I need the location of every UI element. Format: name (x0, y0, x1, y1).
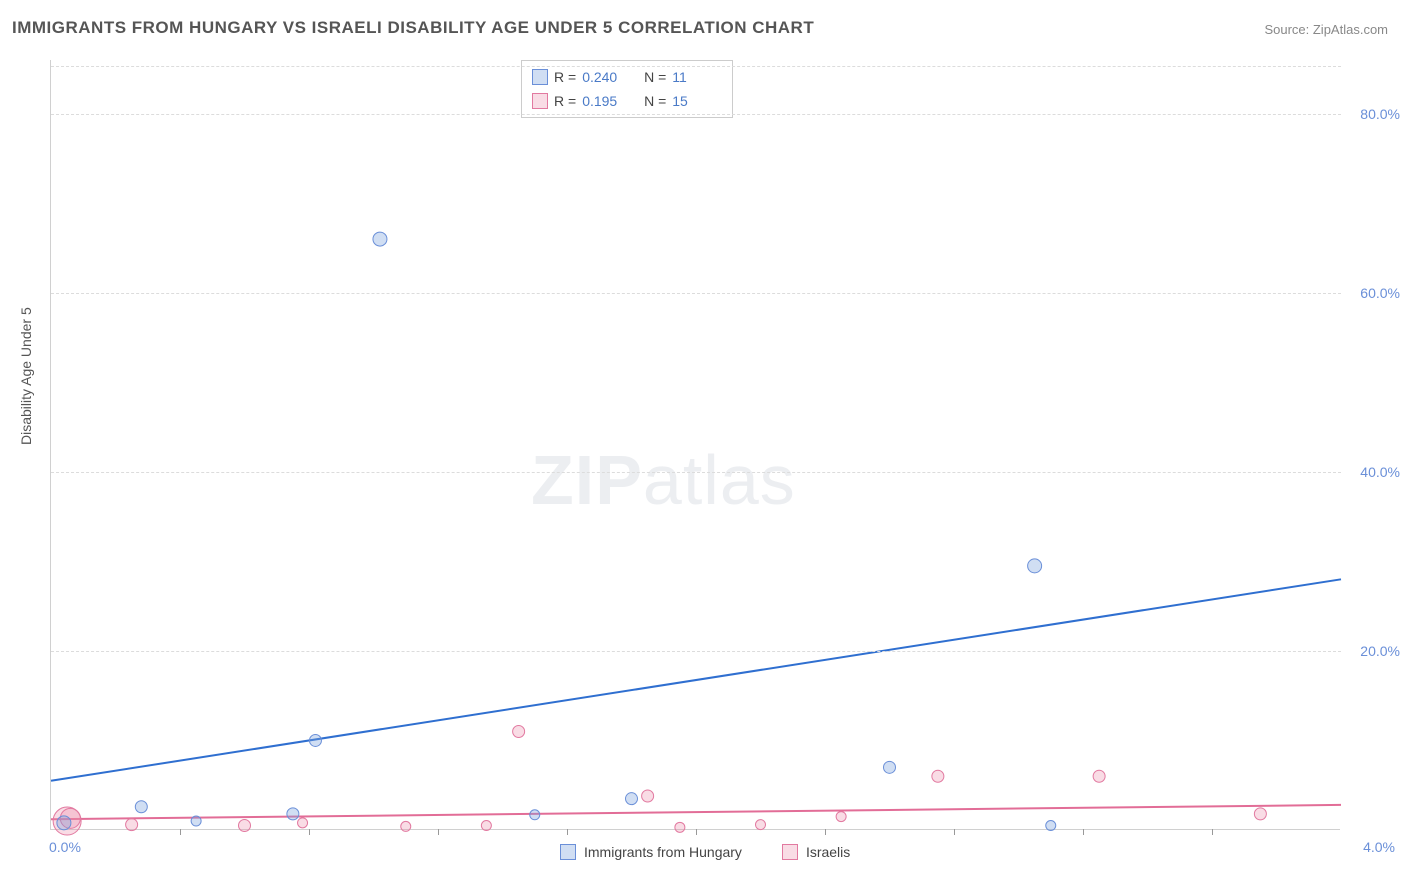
x-tick (696, 829, 697, 835)
chart-container: IMMIGRANTS FROM HUNGARY VS ISRAELI DISAB… (0, 0, 1406, 892)
data-point (481, 821, 491, 831)
data-point (287, 808, 299, 820)
data-point (513, 726, 525, 738)
y-tick-label: 80.0% (1360, 106, 1400, 122)
data-point (1254, 808, 1266, 820)
data-point (530, 810, 540, 820)
data-point (932, 770, 944, 782)
x-tick (180, 829, 181, 835)
data-point (642, 790, 654, 802)
source-label: Source: ZipAtlas.com (1264, 22, 1388, 37)
x-tick (825, 829, 826, 835)
data-point (373, 232, 387, 246)
data-point (126, 819, 138, 831)
data-point (626, 793, 638, 805)
source-attribution: Source: ZipAtlas.com (1264, 22, 1388, 37)
x-tick (567, 829, 568, 835)
bottom-legend-hungary: Immigrants from Hungary (560, 844, 742, 860)
plot-area: ZIPatlas R = 0.240 N = 11 R = 0.195 N = (50, 60, 1340, 830)
bottom-legend-israelis: Israelis (782, 844, 850, 860)
x-origin-label: 0.0% (49, 839, 81, 855)
data-point (298, 818, 308, 828)
gridline (51, 114, 1341, 115)
gridline (51, 66, 1341, 67)
y-tick-label: 20.0% (1360, 643, 1400, 659)
x-tick (1083, 829, 1084, 835)
data-point (309, 734, 321, 746)
data-point (756, 820, 766, 830)
gridline (51, 651, 1341, 652)
x-max-label: 4.0% (1363, 839, 1395, 855)
data-point (836, 812, 846, 822)
data-point (675, 822, 685, 832)
data-point (57, 816, 71, 830)
y-tick-label: 60.0% (1360, 285, 1400, 301)
data-point (239, 820, 251, 832)
data-point (1046, 821, 1056, 831)
gridline (51, 293, 1341, 294)
x-tick (309, 829, 310, 835)
data-point (401, 821, 411, 831)
data-point (191, 816, 201, 826)
bottom-label-israelis: Israelis (806, 844, 850, 860)
x-tick (1212, 829, 1213, 835)
x-tick (438, 829, 439, 835)
chart-title: IMMIGRANTS FROM HUNGARY VS ISRAELI DISAB… (12, 18, 814, 38)
y-axis-label: Disability Age Under 5 (18, 307, 34, 445)
bottom-label-hungary: Immigrants from Hungary (584, 844, 742, 860)
data-point (884, 761, 896, 773)
gridline (51, 472, 1341, 473)
bottom-swatch-israelis (782, 844, 798, 860)
plot-inner: ZIPatlas R = 0.240 N = 11 R = 0.195 N = (50, 60, 1340, 830)
x-tick (954, 829, 955, 835)
data-point (1028, 559, 1042, 573)
svg-layer (51, 60, 1341, 830)
y-tick-label: 40.0% (1360, 464, 1400, 480)
trend-line (51, 805, 1341, 819)
data-point (135, 801, 147, 813)
trend-line (51, 579, 1341, 780)
bottom-swatch-hungary (560, 844, 576, 860)
bottom-legend: Immigrants from Hungary Israelis (560, 844, 850, 860)
data-point (1093, 770, 1105, 782)
